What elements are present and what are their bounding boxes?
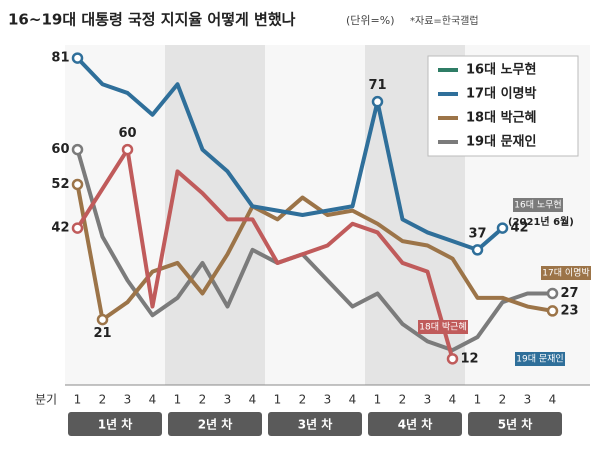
x-tick-label: 1	[274, 393, 282, 407]
x-tick-label: 1	[474, 393, 482, 407]
data-label: 27	[561, 286, 579, 301]
x-tick-label: 3	[224, 393, 232, 407]
x-tick-label: 4	[249, 393, 257, 407]
point-marker	[546, 305, 559, 317]
year-box	[68, 412, 162, 436]
point-marker	[71, 52, 84, 64]
data-label: 37	[468, 226, 486, 241]
data-label: 71	[368, 78, 386, 93]
annotation-box	[515, 352, 565, 366]
point-marker	[121, 143, 134, 156]
x-tick-label: 2	[199, 393, 207, 407]
point-marker	[496, 222, 509, 234]
year-label: 1년 차	[98, 417, 133, 432]
x-tick-label: 2	[499, 393, 507, 407]
x-tick-label: 4	[449, 393, 457, 407]
annotation: 18대 박근혜	[419, 321, 466, 333]
x-tick-label: 2	[99, 393, 107, 407]
data-label: 21	[93, 326, 111, 341]
data-label: 23	[561, 303, 579, 318]
year-label: 3년 차	[298, 417, 333, 432]
legend-label: 17대 이명박	[466, 86, 536, 102]
series-line	[75, 184, 553, 322]
x-tick-label: 1	[374, 393, 382, 407]
data-label: 60	[51, 142, 69, 157]
data-label: 81	[51, 51, 69, 66]
point-marker	[96, 313, 109, 326]
year-label: 4년 차	[398, 417, 433, 432]
source: *자료=한국갤럽	[410, 15, 479, 27]
legend-label: 19대 문재인	[466, 134, 536, 150]
series-line	[75, 147, 455, 360]
x-tick-label: 4	[549, 393, 557, 407]
x-tick-label: 2	[399, 393, 407, 407]
data-label: 12	[461, 351, 479, 366]
chart-title: 16~19대 대통령 국정 지지율 어떻게 변했나	[8, 11, 296, 29]
point-marker	[546, 287, 559, 300]
year-label: 2년 차	[198, 417, 233, 432]
annotation-box	[541, 266, 591, 280]
x-tick-label: 1	[74, 393, 82, 407]
point-marker	[446, 353, 459, 365]
data-label: 60	[118, 126, 136, 141]
year-box	[168, 412, 262, 436]
point-marker	[71, 222, 84, 234]
annotation: 16대 노무현	[514, 200, 561, 211]
legend-box	[427, 55, 579, 157]
x-axis-label: 분기	[35, 393, 57, 407]
legend-label: 16대 노무현	[466, 62, 536, 78]
x-tick-label: 3	[124, 393, 132, 407]
x-tick-label: 2	[299, 393, 307, 407]
x-tick-label: 3	[324, 393, 332, 407]
point-marker	[371, 95, 384, 108]
annotation: 17대 이명박	[542, 268, 589, 279]
x-tick-label: 4	[149, 393, 157, 407]
point-marker	[71, 143, 84, 156]
year-box	[268, 412, 362, 436]
series-line	[76, 56, 504, 252]
point-marker	[471, 244, 484, 256]
year-box	[468, 412, 562, 436]
series-line	[75, 149, 553, 353]
annotation-box	[418, 320, 468, 334]
year-label: 5년 차	[498, 417, 533, 432]
legend-label: 18대 박근혜	[466, 110, 536, 126]
annotation-note: (2021년 6월)	[508, 215, 574, 228]
x-tick-label: 1	[174, 393, 182, 407]
annotation-box	[513, 198, 563, 212]
data-label: 42	[511, 221, 529, 236]
year-box	[368, 412, 462, 436]
unit: (단위=%)	[346, 14, 395, 27]
annotation: 19대 문재인	[516, 354, 563, 365]
x-tick-label: 4	[349, 393, 357, 407]
x-tick-label: 3	[524, 393, 532, 407]
data-label: 42	[51, 221, 69, 236]
data-label: 52	[51, 177, 69, 192]
x-tick-label: 3	[424, 393, 432, 407]
year-band	[65, 45, 165, 385]
point-marker	[71, 178, 84, 191]
